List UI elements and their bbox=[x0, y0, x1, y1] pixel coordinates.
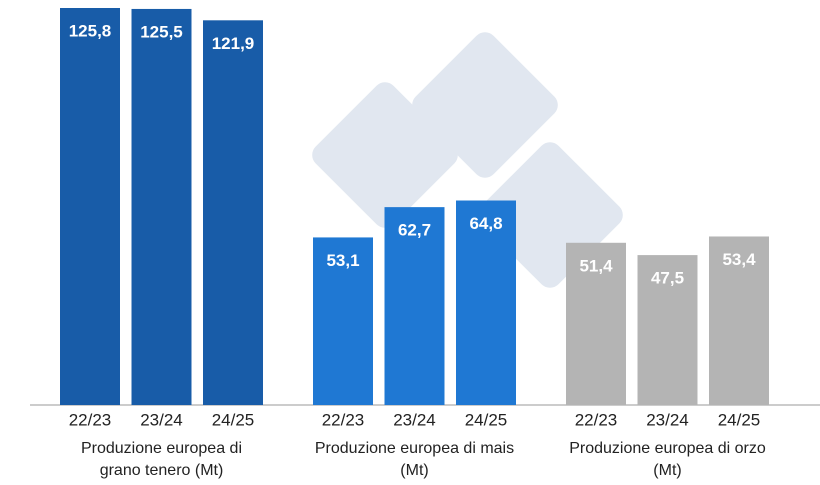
value-label: 121,9 bbox=[212, 34, 255, 53]
group-label: Produzione europea di orzo (Mt) bbox=[569, 440, 766, 479]
value-label: 53,1 bbox=[326, 251, 359, 270]
group-label: Produzione europea di mais (Mt) bbox=[314, 440, 515, 479]
bar bbox=[384, 207, 445, 405]
x-tick-label: 23/24 bbox=[393, 410, 436, 429]
bar bbox=[313, 237, 373, 405]
bar bbox=[566, 242, 626, 405]
x-tick-label: 24/25 bbox=[212, 410, 255, 429]
bar bbox=[131, 8, 192, 405]
x-tick-label: 24/25 bbox=[718, 410, 761, 429]
x-tick-label: 23/24 bbox=[140, 410, 183, 429]
bar bbox=[203, 20, 263, 406]
x-tick-label: 24/25 bbox=[465, 410, 508, 429]
value-label: 64,8 bbox=[469, 214, 502, 233]
x-tick-label: 22/23 bbox=[322, 410, 365, 429]
value-label: 125,5 bbox=[140, 22, 183, 41]
value-label: 53,4 bbox=[722, 250, 756, 269]
value-label: 47,5 bbox=[651, 269, 684, 288]
bar bbox=[456, 200, 516, 405]
value-label: 51,4 bbox=[579, 256, 613, 275]
value-label: 125,8 bbox=[69, 21, 112, 40]
x-tick-label: 22/23 bbox=[69, 410, 112, 429]
bar bbox=[60, 8, 120, 405]
x-tick-label: 23/24 bbox=[646, 410, 689, 429]
x-tick-label: 22/23 bbox=[575, 410, 618, 429]
bar bbox=[709, 236, 769, 405]
bar bbox=[637, 255, 698, 405]
group-label: Produzione europea di grano tenero (Mt) bbox=[80, 440, 242, 479]
value-label: 62,7 bbox=[398, 221, 431, 240]
